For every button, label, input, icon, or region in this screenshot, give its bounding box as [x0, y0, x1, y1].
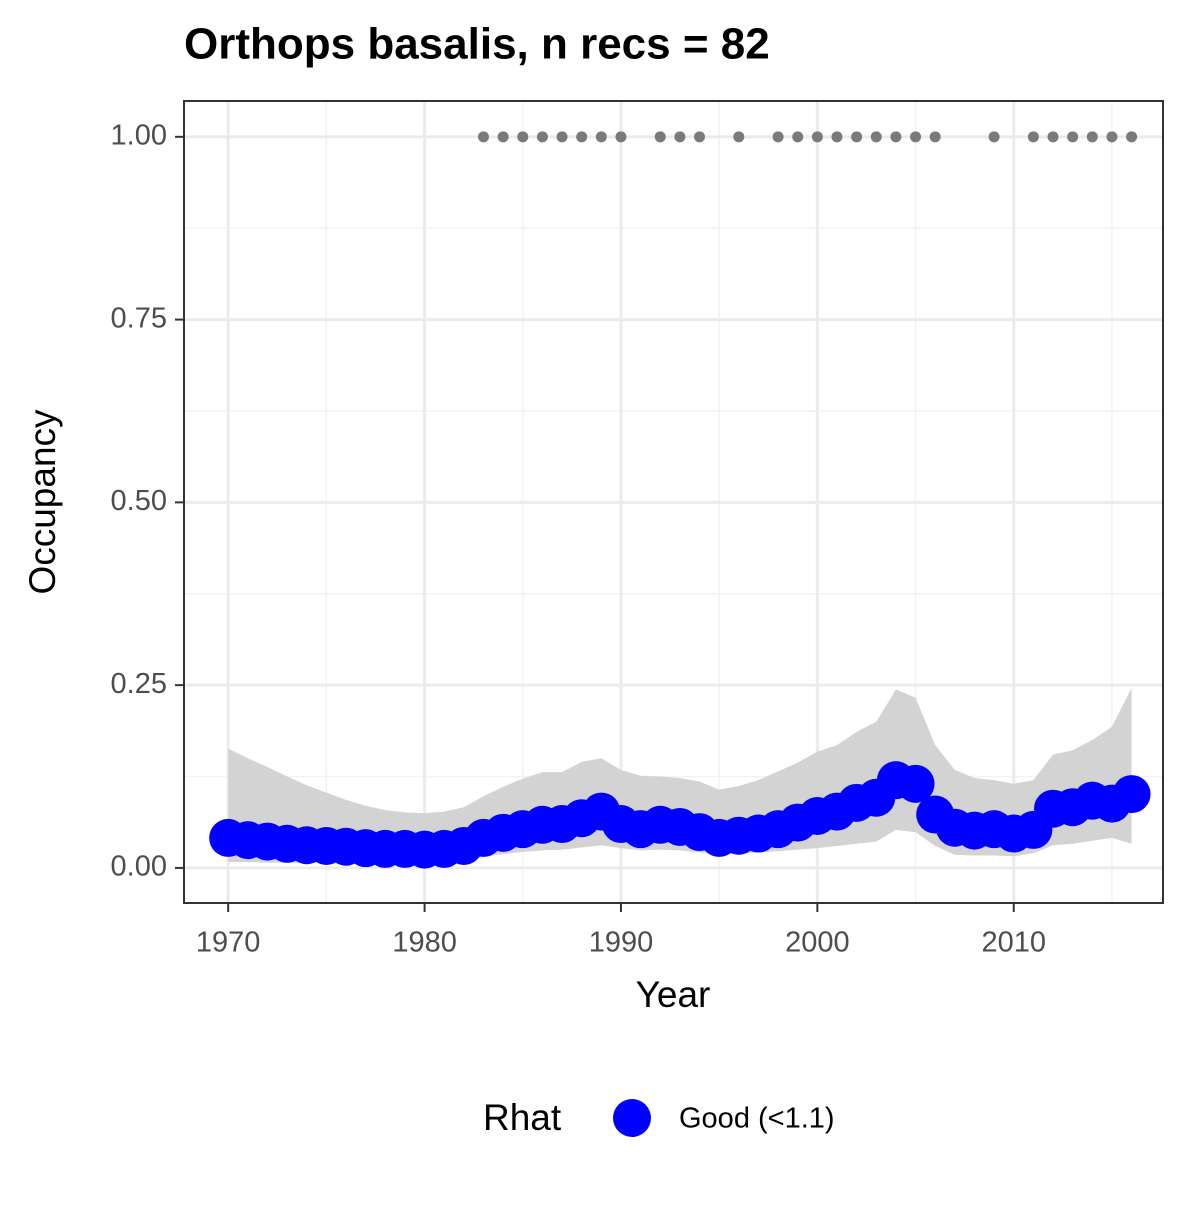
y-tick-label: 1.00: [111, 119, 167, 151]
y-tick-label: 0.25: [111, 668, 167, 700]
record-point: [517, 131, 529, 143]
record-point: [674, 131, 686, 143]
record-point: [576, 131, 588, 143]
record-point: [910, 131, 922, 143]
record-point: [870, 131, 882, 143]
record-point: [890, 131, 902, 143]
plot-border: [183, 100, 1164, 904]
x-tick-label: 2010: [981, 927, 1046, 959]
record-point: [1067, 131, 1079, 143]
record-point: [654, 131, 666, 143]
legend-label: Good (<1.1): [679, 1103, 835, 1135]
chart-title: Orthops basalis, n recs = 82: [184, 20, 770, 69]
record-point: [536, 131, 548, 143]
legend-marker: [613, 1099, 651, 1137]
x-tick-label: 1970: [196, 927, 261, 959]
y-tick-label: 0.75: [111, 302, 167, 334]
record-point: [1047, 131, 1059, 143]
record-point: [988, 131, 1000, 143]
x-tick-label: 1980: [392, 927, 457, 959]
y-axis-title: Occupancy: [22, 409, 63, 595]
record-point: [477, 131, 489, 143]
record-point: [1106, 131, 1118, 143]
record-point: [694, 131, 706, 143]
record-point: [595, 131, 607, 143]
record-point: [1126, 131, 1138, 143]
x-tick-label: 1990: [589, 927, 654, 959]
record-point: [792, 131, 804, 143]
record-point: [556, 131, 568, 143]
y-tick-label: 0.00: [111, 851, 167, 883]
legend-title: Rhat: [483, 1097, 562, 1138]
record-point: [851, 131, 863, 143]
record-point: [1027, 131, 1039, 143]
record-point: [615, 131, 627, 143]
confidence-band: [228, 688, 1132, 863]
occupancy-point: [1112, 775, 1151, 814]
y-tick-label: 0.50: [111, 485, 167, 517]
record-point: [831, 131, 843, 143]
record-point: [1086, 131, 1098, 143]
record-point: [733, 131, 745, 143]
occupancy-point: [896, 764, 935, 803]
record-point: [497, 131, 509, 143]
x-axis-title: Year: [636, 974, 711, 1015]
x-tick-label: 2000: [785, 927, 850, 959]
record-point: [929, 131, 941, 143]
record-point: [811, 131, 823, 143]
record-point: [772, 131, 784, 143]
